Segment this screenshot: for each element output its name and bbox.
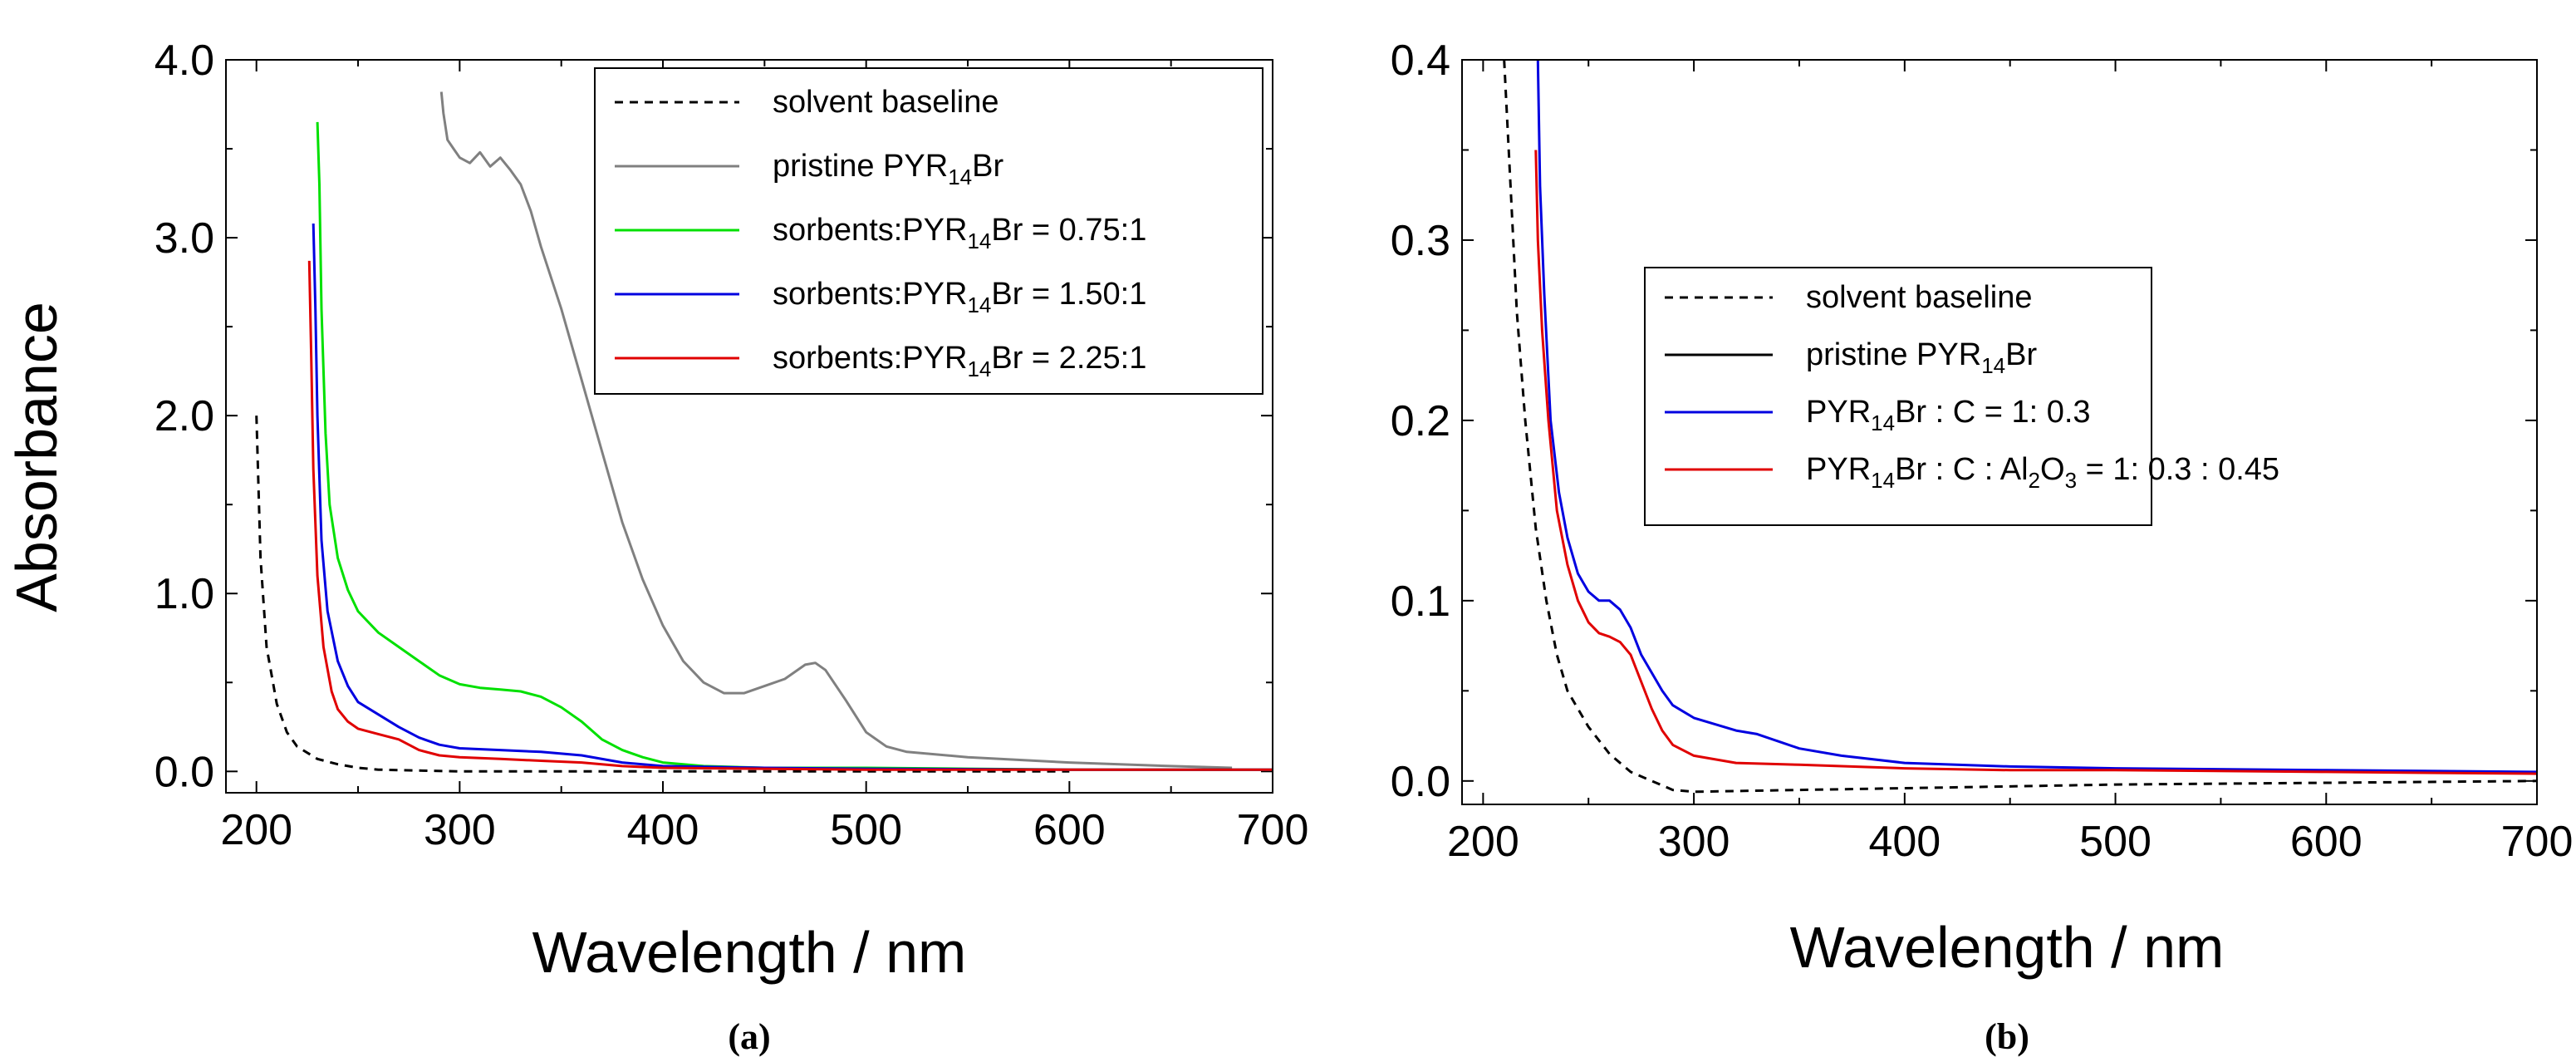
- x-tick-label: 500: [830, 806, 902, 854]
- x-tick-label: 400: [1868, 818, 1941, 866]
- legend-text-part: solvent baseline: [1806, 280, 2033, 315]
- legend-text-part: Br : C = 1: 0.3: [1895, 395, 2091, 430]
- y-tick-label: 0.0: [1391, 758, 1450, 806]
- x-tick-label: 600: [2290, 818, 2363, 866]
- legend-text-part: Br = 2.25:1: [991, 341, 1146, 376]
- panel-b-label: (b): [1985, 1016, 2029, 1057]
- panel-a-series: [255, 91, 1273, 773]
- panel-a-label: (a): [728, 1016, 770, 1057]
- x-tick-label: 700: [1237, 806, 1309, 854]
- legend-text-part: sorbents:PYR: [773, 341, 967, 376]
- panel-b-legend: solvent baseline pristine PYR14​Br PYR14​B…: [1644, 267, 2279, 526]
- panel-b-ticks: 200 300 400 500 600 700 0.0 0.1 0.2 0.3 0.4: [1391, 37, 2574, 866]
- legend-text-part: 14: [1871, 411, 1895, 435]
- panel-b-legend-box: [1644, 267, 2152, 526]
- panel-a-ylabel: Absorbance: [4, 302, 69, 612]
- y-tick-label: 3.0: [155, 214, 214, 263]
- legend-text-part: PYR: [1806, 452, 1871, 487]
- legend-text-part: 14: [1871, 468, 1895, 493]
- x-tick-label: 700: [2501, 818, 2574, 866]
- legend-label-cal: PYR14​Br : C : Al2​O3​ = 1: 0.3 : 0.45: [1806, 452, 2279, 493]
- x-tick-label: 300: [1658, 818, 1730, 866]
- y-tick-label: 4.0: [155, 37, 214, 85]
- legend-text-part: sorbents:PYR: [773, 213, 967, 248]
- x-tick-label: 600: [1033, 806, 1106, 854]
- panel-b: 200 300 400 500 600 700 0.0 0.1 0.2 0.3 0.4 Wavele…: [1391, 37, 2574, 1057]
- series-line-pristine: [439, 91, 1233, 769]
- y-tick-label: 0.3: [1391, 217, 1450, 265]
- series-line-r150: [312, 223, 1273, 771]
- legend-text-part: Br = 1.50:1: [991, 277, 1146, 312]
- x-tick-label: 500: [2079, 818, 2152, 866]
- series-line-solvent: [1503, 59, 2538, 794]
- series-line-cal: [1534, 150, 2538, 775]
- panel-a-frame: [225, 59, 1273, 794]
- legend-label-pristine: pristine PYR14​Br: [1806, 337, 2037, 378]
- y-tick-label: 0.2: [1391, 397, 1450, 445]
- legend-text-part: sorbents:PYR: [773, 277, 967, 312]
- legend-text-part: 14: [948, 165, 972, 189]
- legend-text-part: Br = 0.75:1: [991, 213, 1146, 248]
- y-tick-label: 1.0: [155, 570, 214, 618]
- y-tick-label: 2.0: [155, 392, 214, 440]
- legend-text-part: solvent baseline: [773, 85, 999, 120]
- legend-label-solvent: solvent baseline: [1806, 280, 2033, 315]
- x-tick-label: 200: [220, 806, 292, 854]
- y-tick-label: 0.1: [1391, 578, 1450, 626]
- legend-text-part: 14: [967, 356, 991, 381]
- panel-b-xlabel: Wavelength / nm: [1790, 915, 2225, 980]
- panel-a: 200 300 400 500 600 700 0.0 1.0 2.0 3.0 4.0 Absorb…: [4, 37, 1308, 1057]
- series-line-c: [1536, 59, 2538, 774]
- panel-b-series: [1503, 59, 2538, 794]
- legend-text-part: 14: [967, 293, 991, 317]
- x-tick-label: 200: [1447, 818, 1519, 866]
- legend-text-part: = 1: 0.3 : 0.45: [2077, 452, 2279, 487]
- legend-text-part: 14: [967, 229, 991, 253]
- series-line-r225: [307, 260, 1273, 771]
- legend-label-r150: sorbents:PYR14​Br = 1.50:1: [773, 277, 1146, 317]
- series-line-solvent: [255, 415, 1070, 773]
- legend-text-part: Br : C : Al: [1895, 452, 2028, 487]
- legend-text-part: PYR: [1806, 395, 1871, 430]
- legend-text-part: pristine PYR: [773, 149, 948, 184]
- legend-text-part: pristine PYR: [1806, 337, 1981, 372]
- y-tick-label: 0.0: [155, 748, 214, 796]
- legend-text-part: 3: [2065, 468, 2077, 493]
- legend-label-r225: sorbents:PYR14​Br = 2.25:1: [773, 341, 1146, 381]
- panel-a-xlabel: Wavelength / nm: [532, 920, 967, 985]
- y-tick-label: 0.4: [1391, 37, 1450, 85]
- legend-text-part: 2: [2029, 468, 2040, 493]
- panel-b-frame: [1461, 59, 2538, 805]
- x-tick-label: 400: [627, 806, 699, 854]
- legend-label-r075: sorbents:PYR14​Br = 0.75:1: [773, 213, 1146, 253]
- x-tick-label: 300: [424, 806, 496, 854]
- legend-text-part: O: [2040, 452, 2065, 487]
- legend-label-c: PYR14​Br : C = 1: 0.3: [1806, 395, 2091, 435]
- legend-text-part: Br: [972, 149, 1003, 184]
- legend-text-part: Br: [2005, 337, 2037, 372]
- legend-text-part: 14: [1981, 353, 2005, 378]
- legend-label-pristine: pristine PYR14​Br: [773, 149, 1003, 189]
- legend-label-solvent: solvent baseline: [773, 85, 999, 120]
- panel-a-ticks: 200 300 400 500 600 700 0.0 1.0 2.0 3.0 4.0: [155, 37, 1309, 854]
- panel-a-legend: solvent baseline pristine PYR14​Br sorbent…: [594, 67, 1263, 395]
